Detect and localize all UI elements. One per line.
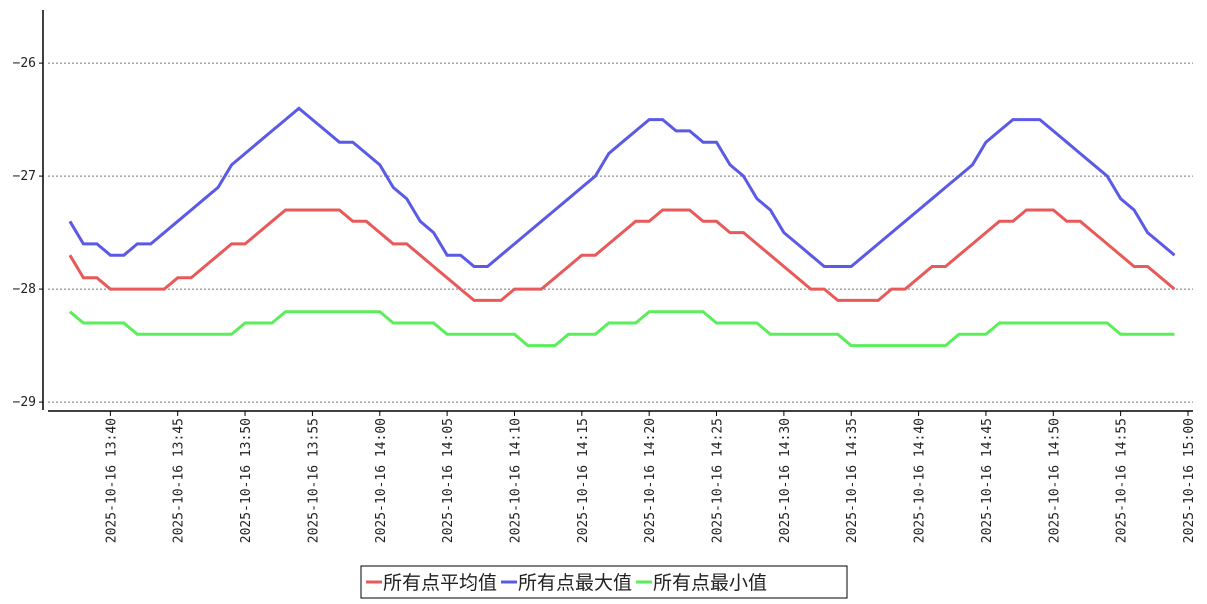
x-tick-label: 2025-10-16 14:30 [778,418,793,543]
series-line [68,106,1176,268]
y-tick-label: −28 [13,282,36,297]
series-line [68,208,1176,302]
x-tick-label: 2025-10-16 14:05 [441,418,456,543]
legend-label: 所有点平均值 [383,572,497,594]
series-line [68,310,1175,348]
y-tick-label: −29 [13,395,36,410]
x-tick-label: 2025-10-16 13:55 [306,418,321,543]
x-tick-label: 2025-10-16 14:10 [508,418,523,543]
y-tick-label: −27 [13,169,36,184]
legend-box [360,565,848,599]
x-tick-label: 2025-10-16 14:45 [980,418,995,543]
x-tick-label: 2025-10-16 13:50 [239,418,254,543]
x-tick-label: 2025-10-16 14:25 [711,418,726,543]
x-tick-label: 2025-10-16 14:55 [1115,418,1130,543]
x-tick-label: 2025-10-16 14:50 [1047,418,1062,543]
legend-label: 所有点最小值 [653,572,767,594]
x-tick-label: 2025-10-16 14:40 [913,418,928,543]
x-tick-label: 2025-10-16 14:00 [374,418,389,543]
x-tick-label: 2025-10-16 14:20 [643,418,658,543]
x-tick-label: 2025-10-16 14:35 [845,418,860,543]
x-tick-label: 2025-10-16 14:15 [576,418,591,543]
x-tick-label: 2025-10-16 13:45 [172,418,187,543]
x-tick-label: 2025-10-16 15:00 [1182,418,1197,543]
legend-label: 所有点最大值 [518,572,632,594]
y-tick-label: −26 [13,56,36,71]
x-tick-label: 2025-10-16 13:40 [104,418,119,543]
